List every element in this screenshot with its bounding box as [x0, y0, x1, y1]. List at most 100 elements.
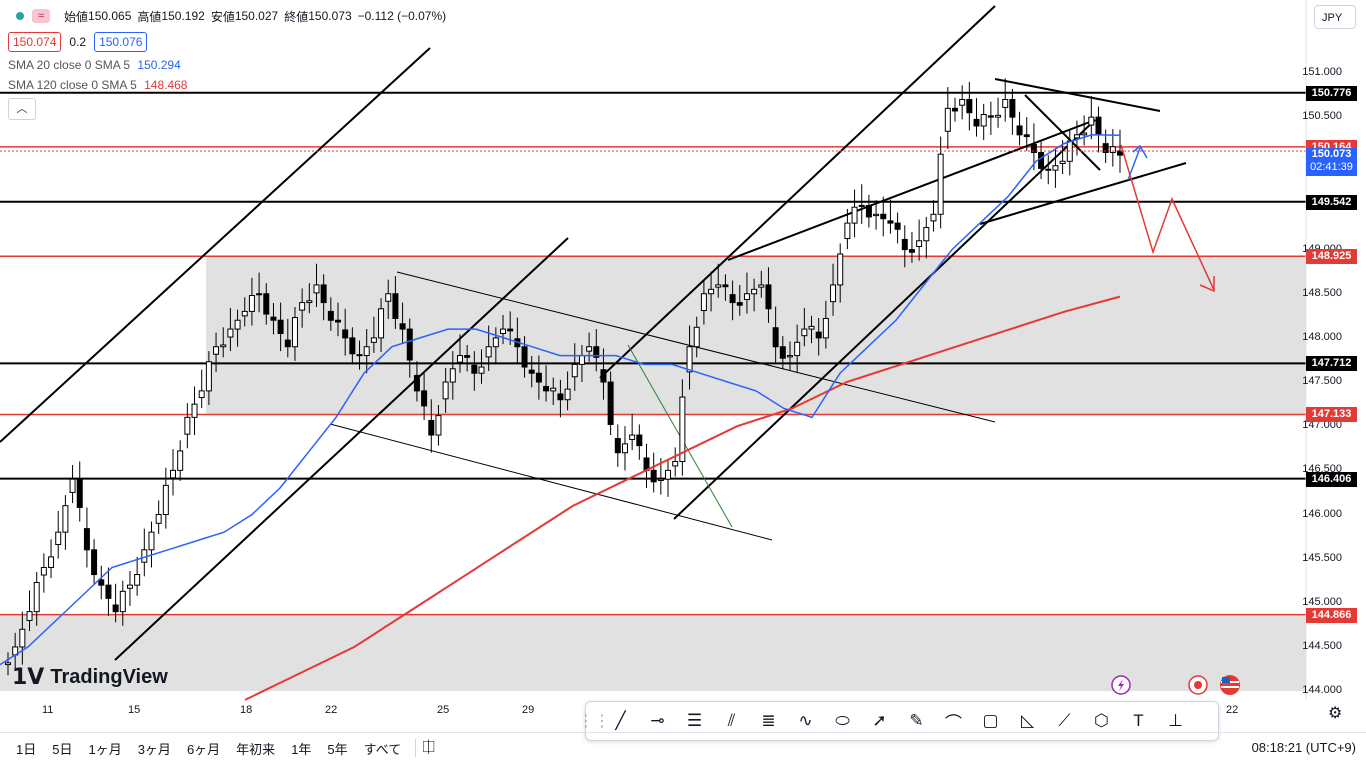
price-tag[interactable]: 144.866 — [1306, 607, 1357, 623]
ask-box[interactable]: 150.076 — [94, 32, 148, 52]
brand-name: TradingView — [50, 665, 168, 688]
collapse-legend-button[interactable]: ︿ — [8, 98, 36, 120]
sma20-line — [0, 134, 1121, 666]
candle-body — [636, 434, 643, 447]
candle-body — [815, 331, 822, 339]
candle-body — [442, 381, 449, 400]
range-button[interactable]: 1日 — [16, 741, 37, 757]
range-button[interactable]: 6ヶ月 — [186, 741, 221, 757]
range-button[interactable]: 年初来 — [236, 741, 276, 757]
channel-line[interactable] — [599, 5, 996, 379]
price-tag[interactable]: 150.073 02:41:39 — [1306, 147, 1357, 176]
candle-body — [26, 611, 33, 621]
range-button[interactable]: すべて — [363, 741, 402, 757]
candle-body — [270, 316, 277, 321]
candle-body — [1038, 151, 1045, 169]
brush-icon[interactable]: ✎ — [909, 711, 924, 730]
candle-body — [148, 531, 155, 551]
curve-icon[interactable]: ∿ — [798, 711, 813, 730]
candle-body — [801, 328, 808, 337]
candle-body — [944, 107, 951, 132]
range-button[interactable]: 1年 — [291, 741, 312, 757]
candle-body — [184, 416, 191, 435]
candle-body — [435, 415, 442, 436]
channel-line[interactable] — [673, 119, 1096, 520]
candle-body — [729, 294, 736, 304]
range-button[interactable]: 1ヶ月 — [88, 741, 122, 757]
candle-body — [291, 317, 298, 348]
descending-line[interactable] — [329, 423, 773, 541]
symbol-icon[interactable]: ≈ — [32, 9, 50, 23]
sma120-legend[interactable]: SMA 120 close 0 SMA 5 148.468 — [8, 78, 446, 92]
price-tag[interactable]: 150.776 — [1306, 85, 1357, 101]
price-tag[interactable]: 147.133 — [1306, 407, 1357, 423]
high-label: 高値 — [137, 9, 162, 24]
range-button[interactable]: 3ヶ月 — [137, 741, 171, 757]
candle-body — [1073, 134, 1080, 139]
pattern-icon[interactable]: ⬡ — [1094, 711, 1109, 730]
settings-gear-icon[interactable]: ⚙ — [1328, 705, 1343, 722]
candle-body — [191, 403, 198, 418]
candle-body — [356, 354, 363, 357]
candle-body — [564, 388, 571, 401]
bottom-toolbar: 1日 5日 1ヶ月 3ヶ月 6ヶ月 年初来 1年 5年 すべて ⎅ 08:18:21 (UTC+… — [0, 732, 1366, 763]
candle-body — [449, 368, 456, 383]
candle-body — [830, 284, 837, 303]
arc-icon[interactable]: ⌒ — [945, 713, 962, 733]
ellipse-icon[interactable]: ⬭ — [835, 711, 850, 730]
price-tag[interactable]: 149.542 — [1306, 194, 1357, 210]
event-icons[interactable] — [1111, 675, 1240, 695]
candle-body — [1102, 143, 1109, 153]
candle-body — [485, 346, 492, 358]
price-tag[interactable]: 148.925 — [1306, 249, 1357, 265]
candle-body — [19, 628, 26, 648]
candle-body — [751, 288, 758, 295]
trend-line-icon[interactable]: ╱ — [615, 711, 626, 730]
range-button[interactable]: 5日 — [52, 741, 73, 757]
sma20-legend[interactable]: SMA 20 close 0 SMA 5 150.294 — [8, 58, 446, 72]
candle-body — [456, 355, 463, 363]
wedge-line[interactable] — [1024, 94, 1101, 171]
rectangle-icon[interactable]: ▢ — [982, 711, 999, 730]
candle-body — [543, 385, 550, 392]
price-tag[interactable]: 147.712 — [1306, 356, 1357, 372]
range-zone[interactable] — [206, 256, 1306, 415]
low-value: 150.027 — [234, 9, 279, 23]
bid-box[interactable]: 150.074 — [8, 32, 62, 52]
channel-icon[interactable]: ⫽ — [727, 711, 736, 730]
candle-body — [198, 390, 205, 399]
channel-line[interactable] — [0, 47, 431, 443]
text-icon[interactable]: T — [1133, 711, 1144, 730]
divider — [415, 739, 417, 757]
price-tag[interactable]: 146.406 — [1306, 471, 1357, 487]
candle-body — [342, 329, 349, 339]
forecast-arrows — [1120, 144, 1215, 293]
range-button[interactable]: 5年 — [327, 741, 348, 757]
candle-body — [284, 339, 291, 348]
range-zone[interactable] — [0, 614, 1306, 692]
horizontal-ray-icon[interactable]: ⊸ — [650, 711, 665, 730]
clock[interactable]: 08:18:21 (UTC+9) — [1251, 740, 1356, 755]
candle-body — [220, 344, 227, 348]
candle-body — [837, 253, 844, 286]
wedge-line[interactable] — [994, 78, 1161, 112]
candle-body — [1095, 116, 1102, 136]
parallel-lines-icon[interactable]: ☰ — [686, 711, 703, 730]
price-marker-icon[interactable]: ⊥ — [1168, 711, 1183, 730]
candle-body — [865, 204, 872, 218]
zigzag-icon[interactable]: ⟋ — [1058, 711, 1071, 730]
arrow-icon[interactable]: ➚ — [872, 711, 887, 730]
triangle-icon[interactable]: ◺ — [1020, 711, 1035, 730]
candle-body — [363, 346, 370, 357]
candle-body — [743, 293, 750, 300]
date-range-icon[interactable]: ⎅ — [422, 739, 436, 756]
currency-selector[interactable]: JPY — [1314, 5, 1356, 29]
candle-body — [112, 604, 119, 613]
wedge-line[interactable] — [979, 162, 1187, 225]
fib-icon[interactable]: ≣ — [761, 711, 776, 730]
candle-body — [170, 469, 177, 479]
open-label: 始値 — [64, 9, 89, 24]
candle-body — [650, 469, 657, 483]
channel-line[interactable] — [114, 237, 569, 661]
